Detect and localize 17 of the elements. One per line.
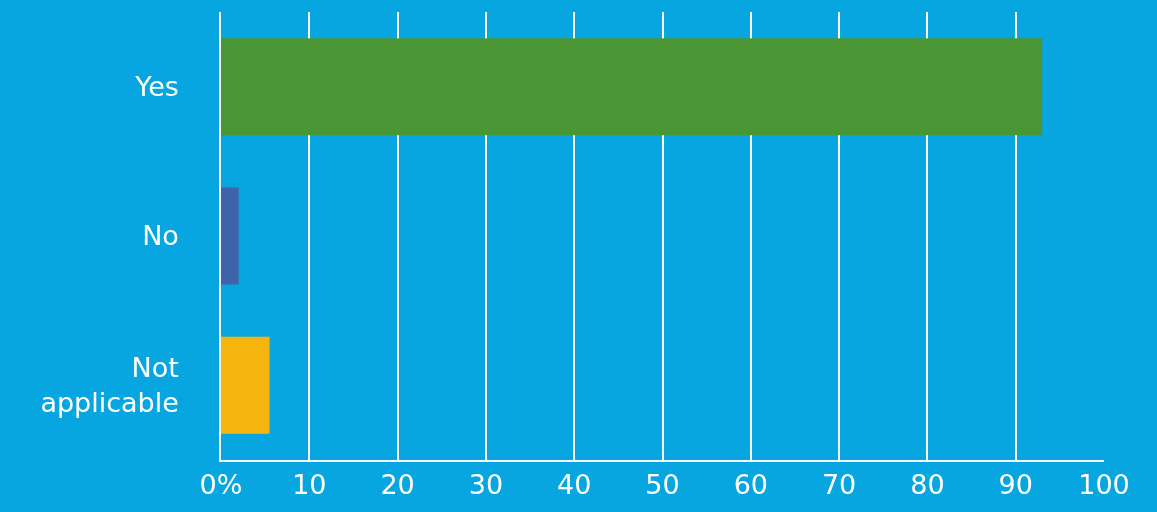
x-tick-label: 40 bbox=[557, 469, 592, 501]
x-tick-label: 90 bbox=[998, 469, 1033, 501]
x-tick-label: 100 bbox=[1078, 469, 1130, 501]
bar bbox=[221, 38, 1043, 136]
x-tick-label: 60 bbox=[733, 469, 768, 501]
x-tick-label: 80 bbox=[910, 469, 945, 501]
bar bbox=[221, 336, 270, 434]
x-tick-label: 30 bbox=[468, 469, 504, 501]
bar bbox=[221, 187, 239, 285]
x-tick-label: 70 bbox=[821, 469, 857, 501]
x-tick-label: 0% bbox=[199, 469, 243, 501]
y-tick-label: Yes bbox=[134, 71, 179, 103]
y-tick-label: No bbox=[142, 220, 179, 252]
x-tick-label: 10 bbox=[292, 469, 327, 501]
x-tick-label: 20 bbox=[380, 469, 415, 501]
x-tick-label: 50 bbox=[645, 469, 680, 501]
y-tick-label: Not applicable bbox=[40, 352, 179, 419]
